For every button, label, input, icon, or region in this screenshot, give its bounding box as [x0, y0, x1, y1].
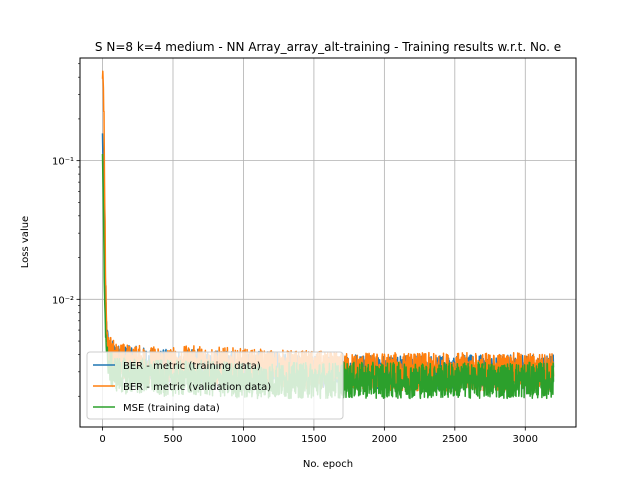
- legend: BER - metric (training data) BER - metric…: [86, 351, 344, 420]
- plot-frame: [79, 57, 577, 428]
- chart-title: S N=8 k=4 medium - NN Array_array_alt-tr…: [95, 40, 561, 54]
- axis-ticks: 0 500 1000 1500 2000 2500 3000 10⁻² 10⁻¹: [52, 63, 538, 445]
- legend-box: [86, 351, 344, 420]
- x-tick-label: 1000: [231, 434, 256, 445]
- x-tick-label: 0: [99, 434, 105, 445]
- x-tick-label: 500: [163, 434, 182, 445]
- x-tick-label: 2000: [372, 434, 397, 445]
- x-tick-label: 3000: [513, 434, 538, 445]
- y-axis-label: Loss value: [20, 216, 31, 268]
- legend-label: BER - metric (training data): [123, 361, 261, 372]
- x-tick-label: 2500: [442, 434, 467, 445]
- x-axis-label: No. epoch: [303, 459, 353, 470]
- legend-label: MSE (training data): [123, 403, 220, 414]
- y-tick-label: 10⁻¹: [52, 157, 74, 168]
- x-tick-label: 1500: [301, 434, 326, 445]
- legend-label: BER - metric (validation data): [123, 382, 271, 393]
- y-tick-label: 10⁻²: [52, 295, 74, 306]
